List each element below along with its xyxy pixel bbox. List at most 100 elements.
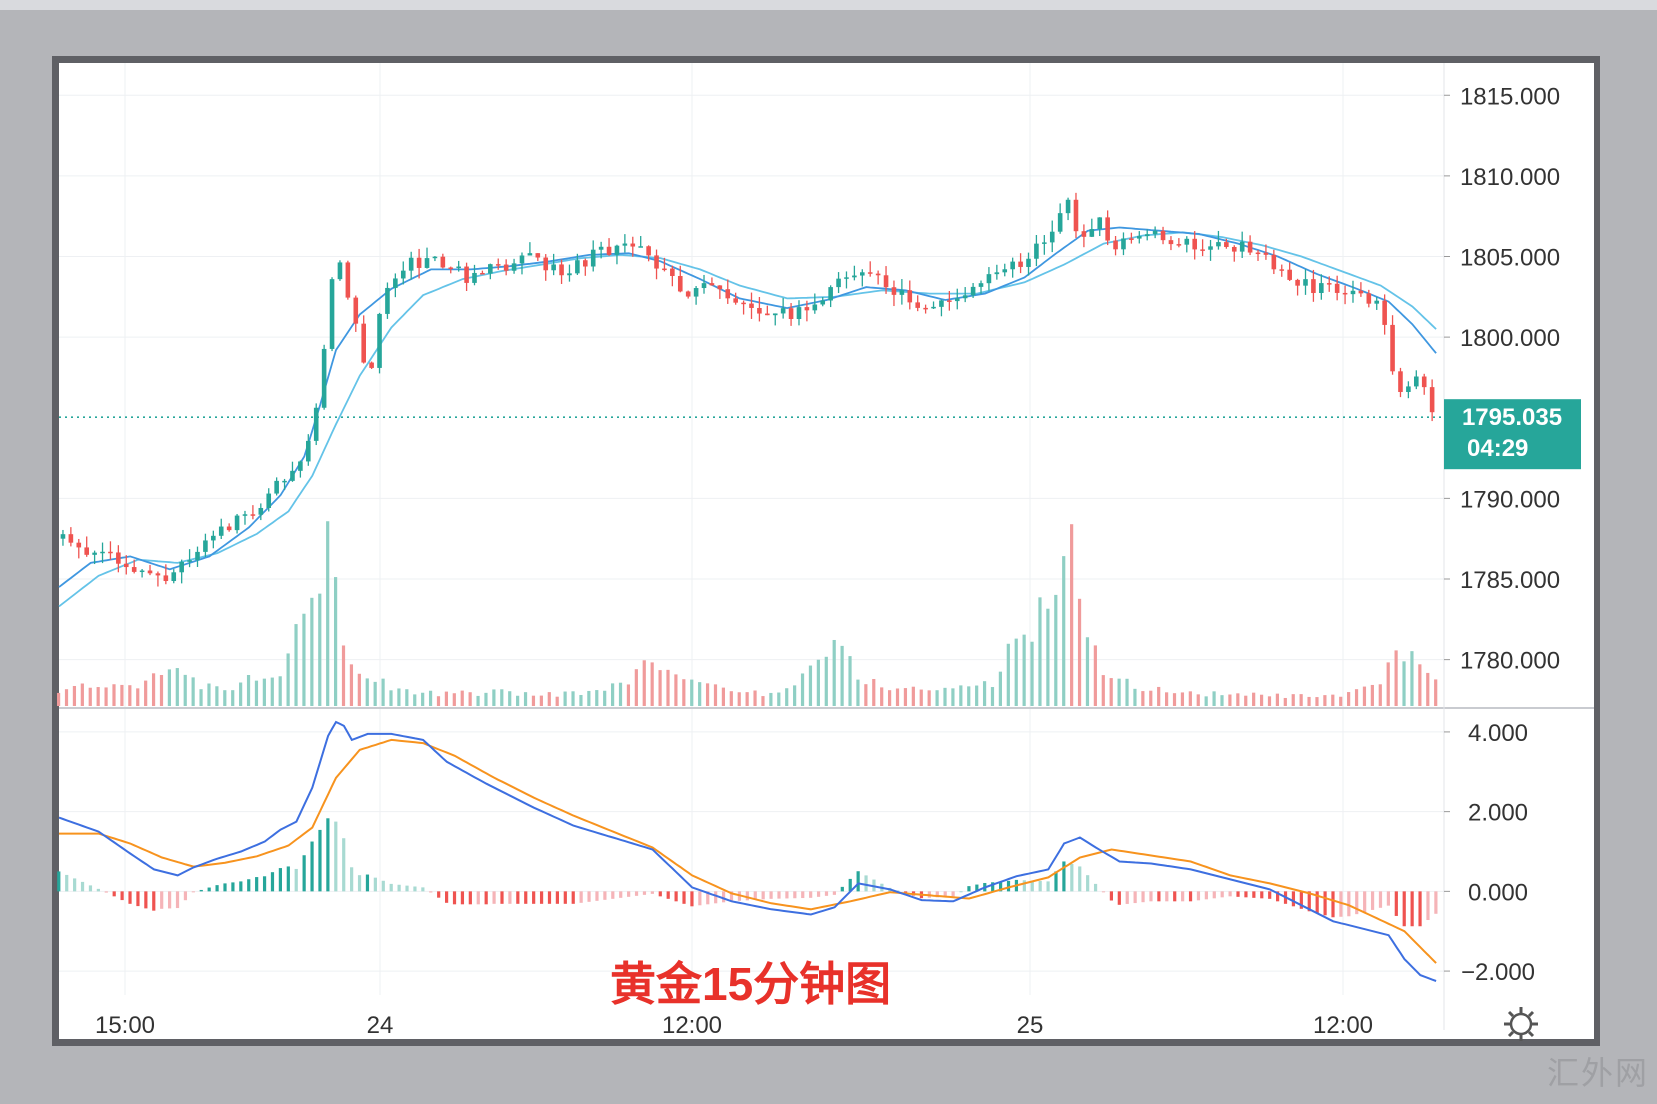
volume-bar (531, 695, 536, 706)
volume-bar (159, 674, 164, 706)
volume-bar (1165, 692, 1169, 706)
volume-bar (998, 671, 1002, 706)
volume-bar (215, 686, 219, 706)
candle-body (361, 323, 366, 363)
candle-body (369, 362, 374, 368)
macd-histogram-bar (65, 874, 69, 892)
candle-body (630, 243, 636, 247)
macd-histogram-bar (516, 891, 520, 904)
macd-histogram-bar (1093, 883, 1098, 892)
macd-histogram-bar (959, 891, 963, 893)
candle-body (187, 560, 192, 562)
macd-histogram-bar (476, 891, 480, 905)
macd-histogram-bar (1038, 881, 1042, 892)
candle-body (606, 246, 612, 255)
macd-histogram-bar (223, 883, 227, 892)
macd-histogram-bar (1006, 880, 1011, 892)
macd-histogram-bar (1228, 891, 1232, 897)
volume-bar (690, 679, 694, 706)
macd-histogram-bar (191, 891, 195, 893)
volume-bar (618, 682, 623, 706)
volume-bar (1228, 694, 1232, 706)
candle-body (828, 287, 833, 301)
volume-bar (223, 690, 227, 706)
price-tick-label: 1810.000 (1460, 164, 1560, 191)
candle-body (1121, 238, 1126, 250)
candle-body (765, 313, 770, 316)
price-tick-label: 1800.000 (1460, 325, 1560, 352)
candle-body (757, 307, 762, 314)
candle-body (1342, 292, 1348, 295)
candle-body (1184, 238, 1190, 245)
candle-body (171, 572, 177, 582)
volume-bar (207, 683, 211, 706)
volume-bar (1117, 678, 1121, 706)
time-axis[interactable]: 15:00 24 12:00 25 12:00 (95, 1012, 1373, 1039)
candle-body (836, 278, 841, 288)
candle-body (179, 561, 184, 573)
last-price-label: 1795.035 (1462, 404, 1562, 431)
candle-body (1192, 238, 1197, 250)
volume-bar (674, 674, 678, 706)
candle-body (1034, 243, 1039, 259)
volume-bar (1259, 694, 1264, 706)
volume-bar (650, 662, 654, 706)
macd-histogram-bar (508, 891, 512, 904)
macd-histogram-bar (619, 891, 623, 898)
volume-bar (389, 690, 393, 706)
candle-body (1018, 261, 1023, 267)
macd-histogram-bar (1386, 891, 1390, 906)
volume-bar (1394, 650, 1398, 706)
candle-body (1398, 371, 1403, 392)
macd-histogram-bar (381, 880, 385, 892)
macd-histogram-bar (896, 890, 900, 892)
volume-bar (1196, 694, 1200, 706)
macd-axis[interactable]: 4.000 2.000 0.000 −2.000 (1444, 720, 1535, 986)
candle-body (1390, 324, 1395, 372)
candle-body (670, 268, 675, 277)
macd-histogram-bar (595, 891, 599, 901)
macd-histogram-bar (532, 891, 536, 904)
settings-gear-icon[interactable] (1504, 1007, 1538, 1041)
macd-histogram-bar (302, 855, 306, 892)
candle-body (1065, 199, 1071, 214)
price-tick-label: 1780.000 (1460, 648, 1560, 675)
candle-body (662, 268, 667, 271)
candle-body (1089, 229, 1095, 237)
candle-body (1224, 242, 1229, 247)
volume-bar (927, 690, 931, 706)
candle-body (1073, 199, 1079, 232)
candle-body (598, 246, 604, 250)
macd-histogram-bar (1109, 891, 1113, 901)
volume-bar (895, 688, 900, 706)
volume-bar (294, 624, 298, 706)
volume-bar (1038, 597, 1042, 706)
macd-histogram-bar (1315, 891, 1319, 914)
volume-bar (373, 681, 377, 706)
candle-body (986, 274, 992, 284)
macd-histogram-bar (342, 838, 346, 892)
volume-bar (1054, 594, 1058, 706)
volume-bar (104, 687, 108, 706)
candle-body (480, 272, 485, 275)
candle-body (1366, 293, 1372, 304)
macd-histogram-bar (1086, 875, 1090, 892)
volume-bar (262, 678, 266, 706)
macd-histogram-bar (840, 886, 844, 892)
volume-bar (57, 692, 61, 706)
macd-histogram-bar (714, 891, 718, 904)
chart-caption: 黄金15分钟图 (610, 958, 891, 1010)
candle-body (1255, 252, 1261, 255)
candle-body (116, 552, 121, 564)
macd-histogram-bar (801, 891, 805, 899)
candle-body (345, 262, 351, 298)
candle-body (488, 264, 493, 274)
candle-body (76, 542, 82, 548)
price-axis[interactable]: 1815.000 1810.000 1805.000 1800.000 1790.000… (1444, 83, 1560, 675)
candle-body (575, 260, 580, 274)
candle-body (899, 290, 905, 295)
volume-bar (476, 695, 480, 706)
candle-body (298, 461, 303, 471)
candle-body (1279, 269, 1285, 271)
